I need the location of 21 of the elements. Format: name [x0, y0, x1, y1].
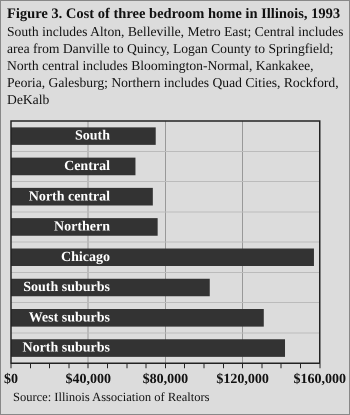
y-tick-label: North central: [28, 189, 110, 204]
source-note: Source: Illinois Association of Realtors: [13, 390, 210, 405]
x-tick-label: $0: [4, 372, 18, 388]
y-tick-label: North suburbs: [22, 340, 111, 356]
y-tick-label: West suburbs: [28, 310, 111, 326]
y-tick-label: Central: [64, 159, 110, 174]
bar: [12, 127, 156, 145]
x-tick-label: $160,000: [294, 372, 346, 388]
x-tick-label: $120,000: [216, 372, 269, 388]
bar: [12, 278, 210, 296]
x-tick-label: $40,000: [65, 372, 111, 388]
chart-title: Figure 3. Cost of three bedroom home in Illinois, 1993: [7, 6, 340, 23]
y-tick-label: South: [74, 128, 110, 144]
y-tick-label: Northern: [54, 220, 110, 235]
bar: [12, 248, 314, 266]
chart-subtitle: South includes Alton, Belleville, Metro East; Central includes area from Danville to Quincy, Logan County to Springfield; North central includes Bloomington-Normal, Kankakee, Peoria, Galesburg; Northern includes Quad Cities, Rockford, DeKalb: [7, 23, 344, 108]
x-tick-label: $80,000: [142, 372, 188, 388]
bar: [12, 339, 286, 357]
y-tick-label: South suburbs: [23, 280, 111, 296]
y-tick-label: Chicago: [61, 250, 110, 265]
bar: [12, 309, 264, 327]
